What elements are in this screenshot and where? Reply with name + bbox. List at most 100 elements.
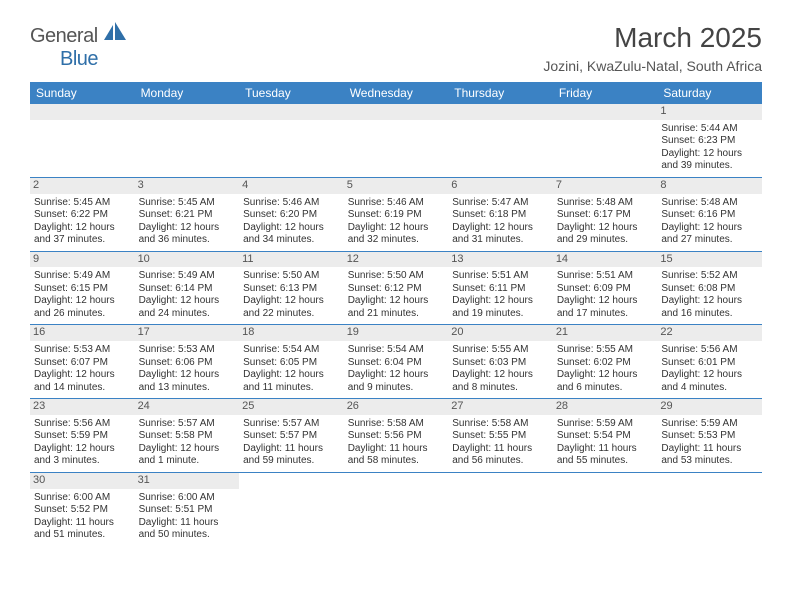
day-detail-line: Daylight: 11 hours [34,517,131,530]
day-detail-line: Sunrise: 5:53 AM [139,344,236,357]
day-details: Sunrise: 5:48 AMSunset: 6:17 PMDaylight:… [557,196,654,247]
day-number: 21 [553,325,658,341]
day-number: 24 [135,399,240,415]
day-detail-line: and 16 minutes. [661,308,758,321]
weekday-header: Friday [553,82,658,104]
day-number: 13 [448,252,553,268]
day-detail-line: Sunrise: 5:55 AM [452,344,549,357]
calendar-empty-cell [344,472,449,545]
sail-icon [102,25,128,47]
day-detail-line: Sunset: 5:56 PM [348,430,445,443]
day-detail-line: and 22 minutes. [243,308,340,321]
day-detail-line: and 6 minutes. [557,382,654,395]
day-detail-line: Sunset: 5:52 PM [34,504,131,517]
day-details: Sunrise: 5:46 AMSunset: 6:20 PMDaylight:… [243,196,340,247]
day-details: Sunrise: 5:50 AMSunset: 6:12 PMDaylight:… [348,269,445,320]
day-detail-line: Sunrise: 6:00 AM [34,492,131,505]
day-detail-line: and 21 minutes. [348,308,445,321]
day-details: Sunrise: 5:49 AMSunset: 6:15 PMDaylight:… [34,269,131,320]
day-detail-line: and 8 minutes. [452,382,549,395]
day-detail-line: Sunset: 6:08 PM [661,283,758,296]
day-detail-line: Sunrise: 5:50 AM [348,270,445,283]
day-detail-line: Daylight: 12 hours [139,443,236,456]
day-detail-line: and 53 minutes. [661,455,758,468]
day-number-empty [30,104,135,120]
day-detail-line: Sunset: 6:05 PM [243,357,340,370]
calendar-day-cell: 20Sunrise: 5:55 AMSunset: 6:03 PMDayligh… [448,325,553,399]
day-number: 11 [239,252,344,268]
calendar-day-cell: 2Sunrise: 5:45 AMSunset: 6:22 PMDaylight… [30,177,135,251]
day-detail-line: and 13 minutes. [139,382,236,395]
day-detail-line: Sunset: 6:02 PM [557,357,654,370]
day-detail-line: Sunrise: 5:51 AM [557,270,654,283]
day-detail-line: Daylight: 12 hours [139,295,236,308]
day-number: 10 [135,252,240,268]
day-number: 7 [553,178,658,194]
day-detail-line: Daylight: 12 hours [139,369,236,382]
calendar-day-cell: 31Sunrise: 6:00 AMSunset: 5:51 PMDayligh… [135,472,240,545]
day-detail-line: Sunrise: 5:56 AM [34,418,131,431]
logo-text-blue: Blue [60,48,98,70]
day-detail-line: Daylight: 12 hours [243,222,340,235]
calendar-day-cell: 25Sunrise: 5:57 AMSunset: 5:57 PMDayligh… [239,399,344,473]
page-title: March 2025 [543,22,762,54]
day-detail-line: Sunrise: 5:57 AM [243,418,340,431]
day-detail-line: and 31 minutes. [452,234,549,247]
day-detail-line: Daylight: 11 hours [452,443,549,456]
day-detail-line: Sunrise: 5:59 AM [661,418,758,431]
calendar-day-cell: 8Sunrise: 5:48 AMSunset: 6:16 PMDaylight… [657,177,762,251]
calendar-day-cell: 18Sunrise: 5:54 AMSunset: 6:05 PMDayligh… [239,325,344,399]
day-number-empty [135,104,240,120]
day-detail-line: Sunrise: 5:48 AM [557,197,654,210]
day-detail-line: Sunrise: 5:57 AM [139,418,236,431]
day-detail-line: and 24 minutes. [139,308,236,321]
day-number: 16 [30,325,135,341]
weekday-header: Monday [135,82,240,104]
calendar-day-cell: 3Sunrise: 5:45 AMSunset: 6:21 PMDaylight… [135,177,240,251]
day-detail-line: Sunrise: 5:58 AM [452,418,549,431]
day-detail-line: Sunrise: 5:54 AM [243,344,340,357]
day-detail-line: Sunrise: 5:47 AM [452,197,549,210]
day-details: Sunrise: 5:45 AMSunset: 6:21 PMDaylight:… [139,196,236,247]
day-details: Sunrise: 5:55 AMSunset: 6:02 PMDaylight:… [557,343,654,394]
day-details: Sunrise: 5:49 AMSunset: 6:14 PMDaylight:… [139,269,236,320]
calendar-week-row: 23Sunrise: 5:56 AMSunset: 5:59 PMDayligh… [30,399,762,473]
day-detail-line: Sunrise: 5:45 AM [139,197,236,210]
day-detail-line: and 9 minutes. [348,382,445,395]
day-detail-line: Daylight: 11 hours [243,443,340,456]
calendar-day-cell: 5Sunrise: 5:46 AMSunset: 6:19 PMDaylight… [344,177,449,251]
day-detail-line: and 26 minutes. [34,308,131,321]
day-number: 29 [657,399,762,415]
day-detail-line: Daylight: 12 hours [661,369,758,382]
day-detail-line: Daylight: 11 hours [661,443,758,456]
day-number: 9 [30,252,135,268]
calendar-week-row: 30Sunrise: 6:00 AMSunset: 5:52 PMDayligh… [30,472,762,545]
day-details: Sunrise: 5:44 AMSunset: 6:23 PMDaylight:… [661,122,758,173]
calendar-day-cell: 28Sunrise: 5:59 AMSunset: 5:54 PMDayligh… [553,399,658,473]
day-detail-line: and 56 minutes. [452,455,549,468]
calendar-day-cell: 16Sunrise: 5:53 AMSunset: 6:07 PMDayligh… [30,325,135,399]
calendar-day-cell: 4Sunrise: 5:46 AMSunset: 6:20 PMDaylight… [239,177,344,251]
day-detail-line: Daylight: 12 hours [348,222,445,235]
day-number: 20 [448,325,553,341]
day-detail-line: and 36 minutes. [139,234,236,247]
logo-text-general: General [30,25,98,47]
day-number: 30 [30,473,135,489]
day-number: 6 [448,178,553,194]
day-detail-line: Daylight: 11 hours [348,443,445,456]
day-details: Sunrise: 5:59 AMSunset: 5:53 PMDaylight:… [661,417,758,468]
day-detail-line: and 55 minutes. [557,455,654,468]
page-subtitle: Jozini, KwaZulu-Natal, South Africa [543,58,762,74]
day-detail-line: Daylight: 12 hours [452,222,549,235]
day-detail-line: Sunset: 6:22 PM [34,209,131,222]
day-detail-line: Daylight: 12 hours [557,222,654,235]
day-detail-line: Sunset: 6:01 PM [661,357,758,370]
weekday-header: Thursday [448,82,553,104]
day-detail-line: Sunset: 6:21 PM [139,209,236,222]
day-number: 14 [553,252,658,268]
day-details: Sunrise: 6:00 AMSunset: 5:51 PMDaylight:… [139,491,236,542]
day-detail-line: Sunrise: 5:53 AM [34,344,131,357]
day-detail-line: Daylight: 11 hours [139,517,236,530]
day-detail-line: Sunset: 6:19 PM [348,209,445,222]
logo: General Blue [30,22,130,71]
